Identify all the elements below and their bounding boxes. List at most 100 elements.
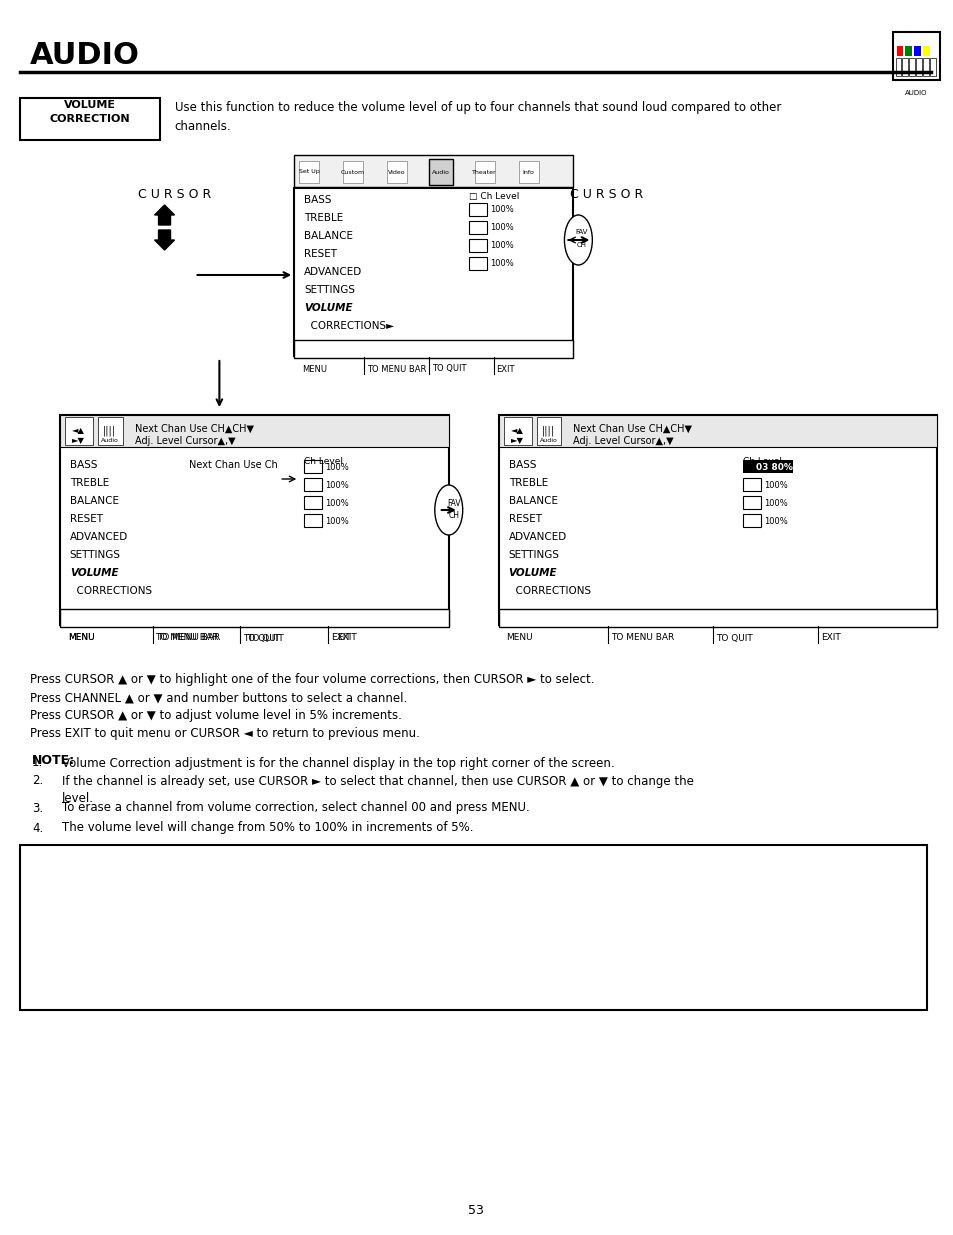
Text: Press CURSOR ▲ or ▼ to adjust volume level in 5% increments.: Press CURSOR ▲ or ▼ to adjust volume lev… [30,709,401,722]
Text: 100%: 100% [763,516,787,526]
Text: MENU: MENU [506,634,533,642]
Bar [914,46,921,56]
Text: TO QUIT: TO QUIT [247,634,284,642]
Text: 100%: 100% [325,462,349,472]
Text: ||||: |||| [541,426,555,436]
Text: Press CURSOR ▲ or ▼ to highlight one of the four volume corrections, then CURSOR: Press CURSOR ▲ or ▼ to highlight one of … [30,673,594,687]
Text: level.: level. [62,793,93,805]
Bar [895,58,901,77]
Text: 100%: 100% [763,499,787,508]
Bar [742,514,760,527]
Bar [304,478,322,492]
Bar [923,46,929,56]
Text: Info: Info [522,169,534,174]
Text: Press EXIT to quit menu or CURSOR ◄ to return to previous menu.: Press EXIT to quit menu or CURSOR ◄ to r… [30,727,419,741]
Text: BALANCE: BALANCE [304,231,353,241]
Bar [518,161,537,183]
Bar [503,417,531,445]
Text: Volume Correction adjustment is for the channel display in the top right corner : Volume Correction adjustment is for the … [62,757,614,769]
Text: CORRECTIONS: CORRECTIONS [508,585,590,597]
Text: EXIT: EXIT [336,634,356,642]
Text: Next Chan Use Ch: Next Chan Use Ch [190,459,278,471]
Bar [65,417,92,445]
Text: CORRECTIONS: CORRECTIONS [70,585,152,597]
Bar [20,98,159,140]
Bar [60,415,448,447]
Text: VOLUME
CORRECTION: VOLUME CORRECTION [50,100,130,124]
Text: TREBLE: TREBLE [508,478,547,488]
Bar [468,221,486,233]
Bar [892,32,940,80]
Text: VOLUME: VOLUME [508,568,557,578]
Text: BALANCE: BALANCE [70,496,119,506]
Bar [97,417,123,445]
Text: SETTINGS: SETTINGS [304,285,355,295]
Text: TO MENU BAR: TO MENU BAR [155,634,218,642]
Text: ||||: |||| [103,426,116,436]
Text: 2.: 2. [31,774,43,788]
Bar [60,415,448,625]
Text: The volume level will change from 50% to 100% in increments of 5%.: The volume level will change from 50% to… [62,821,473,835]
Bar [304,496,322,509]
Bar [299,161,318,183]
Text: C U R S O R: C U R S O R [569,189,642,201]
Text: ADVANCED: ADVANCED [70,532,128,542]
Text: FAV: FAV [575,228,587,235]
Bar [475,161,494,183]
Bar [923,58,928,77]
Text: 100%: 100% [489,259,513,268]
Bar [536,417,561,445]
Text: TO MENU BAR: TO MENU BAR [157,634,220,642]
Text: Adj. Level Cursor▲,▼: Adj. Level Cursor▲,▼ [573,436,674,446]
Text: C U R S O R: C U R S O R [138,189,211,201]
Text: 100%: 100% [489,224,513,232]
Bar [896,46,902,56]
Bar [304,514,322,527]
Text: AUDIO: AUDIO [30,41,140,69]
Text: Next Chan Use CH▲CH▼: Next Chan Use CH▲CH▼ [573,424,692,433]
Bar [343,161,362,183]
Bar [468,257,486,270]
Text: Theater: Theater [472,169,497,174]
Polygon shape [154,205,174,225]
Bar [498,415,937,625]
Text: TO QUIT: TO QUIT [716,634,752,642]
Text: VOLUME: VOLUME [304,303,353,312]
Text: RESET: RESET [70,514,103,524]
Text: CORRECTIONS►: CORRECTIONS► [304,321,394,331]
Bar [20,845,926,1010]
Bar [742,496,760,509]
Text: ►▼: ►▼ [511,436,523,446]
Bar [929,58,936,77]
Text: Ch Level: Ch Level [742,457,781,466]
Bar [304,459,322,473]
Text: 4.: 4. [31,821,43,835]
Bar [498,609,937,627]
Bar [431,161,450,183]
Text: Ch Level: Ch Level [304,457,343,466]
Text: Set Up: Set Up [298,169,319,174]
Text: ADVANCED: ADVANCED [508,532,566,542]
Text: AUDIO: AUDIO [904,90,926,96]
Text: SETTINGS: SETTINGS [508,550,559,559]
Text: 100%: 100% [325,499,349,508]
Text: BASS: BASS [70,459,97,471]
Bar [468,240,486,252]
Text: Video: Video [388,169,405,174]
Text: ◄▲: ◄▲ [511,426,523,436]
Text: Audio: Audio [539,438,557,443]
Text: BALANCE: BALANCE [508,496,557,506]
Text: 100%: 100% [763,480,787,489]
Text: 1.: 1. [31,757,43,769]
Bar [60,609,448,627]
Text: TO QUIT: TO QUIT [243,634,280,642]
Bar [908,58,915,77]
Bar [428,159,453,185]
Text: TO QUIT: TO QUIT [432,364,466,373]
Text: EXIT: EXIT [497,364,515,373]
Text: VOLUME: VOLUME [70,568,118,578]
Text: 100%: 100% [325,480,349,489]
Text: MENU: MENU [68,634,94,642]
Text: FAV: FAV [446,499,460,508]
Text: channels.: channels. [174,120,231,132]
